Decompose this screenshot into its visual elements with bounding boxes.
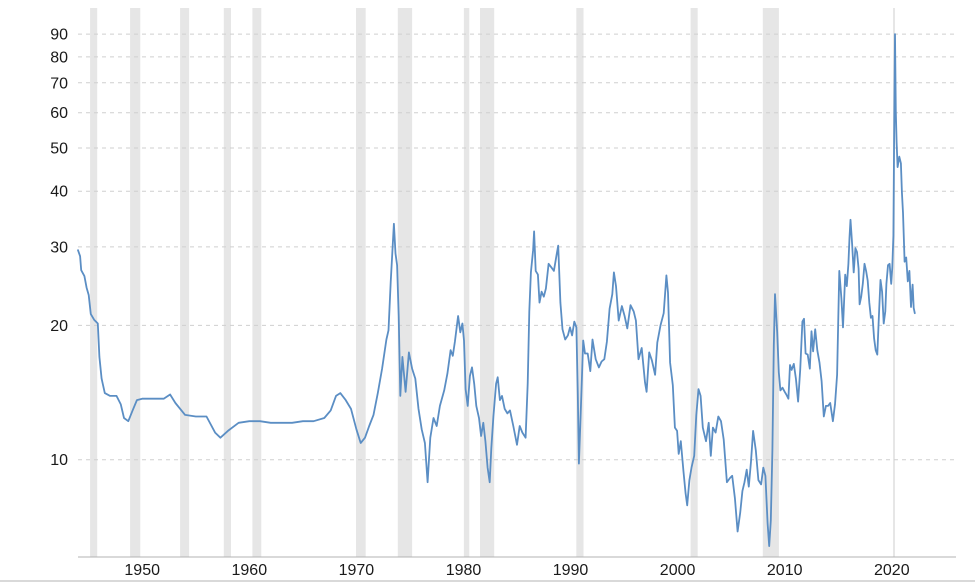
x-tick-label: 1960 [232, 562, 268, 579]
y-tick-label: 10 [50, 452, 68, 469]
y-tick-label: 90 [50, 27, 68, 44]
x-tick-label: 2000 [660, 562, 696, 579]
y-tick-label: 70 [50, 75, 68, 92]
x-tick-label: 1970 [339, 562, 375, 579]
y-tick-label: 60 [50, 105, 68, 122]
y-tick-label: 20 [50, 318, 68, 335]
data-series-line [77, 33, 916, 547]
recession-band [893, 8, 895, 557]
x-tick-label: 2020 [874, 562, 910, 579]
recession-band [180, 8, 190, 557]
recession-band [762, 8, 779, 557]
x-tick-label: 1990 [553, 562, 589, 579]
recession-band [463, 8, 470, 557]
recession-band [90, 8, 98, 557]
recession-band [130, 8, 141, 557]
x-tick-label: 1950 [124, 562, 160, 579]
y-tick-label: 50 [50, 141, 68, 158]
y-tick-label: 30 [50, 239, 68, 256]
recession-band [397, 8, 413, 557]
x-tick-label: 2010 [767, 562, 803, 579]
recession-band [480, 8, 495, 557]
recession-band [690, 8, 698, 557]
recession-band [252, 8, 262, 557]
x-tick-label: 1980 [446, 562, 482, 579]
recession-band [223, 8, 231, 557]
recession-band [356, 8, 366, 557]
y-tick-label: 80 [50, 49, 68, 66]
recession-band [576, 8, 584, 557]
y-tick-label: 40 [50, 184, 68, 201]
